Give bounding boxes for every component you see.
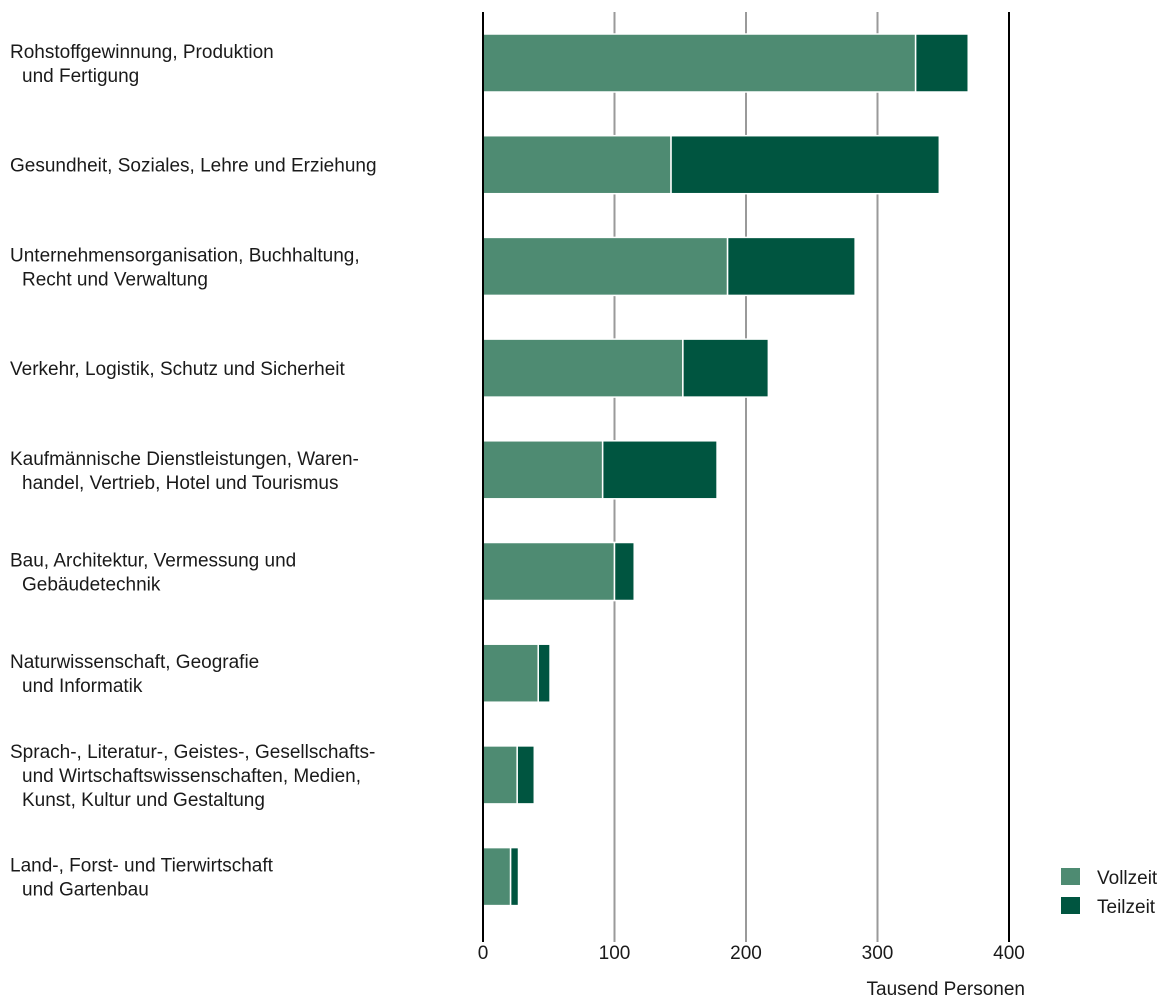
bar-teilzeit	[683, 339, 768, 397]
bar-vollzeit	[483, 441, 603, 499]
x-tick-label: 0	[478, 943, 489, 964]
bar-teilzeit	[538, 644, 550, 702]
category-label: Verkehr, Logistik, Schutz und Sicherheit	[10, 359, 346, 380]
category-label: Land-, Forst- und Tierwirtschaft und Gart…	[10, 856, 274, 901]
bar-vollzeit	[483, 237, 728, 295]
bar-vollzeit	[483, 746, 517, 804]
category-label: Rohstoffgewinnung, Produktion und Fertigu…	[10, 42, 274, 87]
category-labels: Rohstoffgewinnung, Produktion und Fertigu…	[10, 42, 377, 901]
bar-vollzeit	[483, 644, 538, 702]
x-axis-title: Tausend Personen	[867, 979, 1025, 1000]
legend-swatch-vollzeit	[1061, 868, 1080, 885]
category-label: Sprach-, Literatur-, Geistes-, Gesellsch…	[10, 742, 375, 811]
legend-label-vollzeit: Vollzeit	[1097, 868, 1158, 889]
bar-teilzeit	[603, 441, 717, 499]
bars	[483, 34, 968, 906]
bar-teilzeit	[615, 543, 635, 601]
bar-teilzeit	[671, 136, 939, 194]
category-label: Gesundheit, Soziales, Lehre und Erziehun…	[10, 156, 377, 177]
category-label: Naturwissenschaft, Geografie und Informat…	[10, 652, 259, 697]
bar-vollzeit	[483, 848, 511, 906]
tick-labels: 0 100 200 300 400	[478, 943, 1025, 964]
bar-vollzeit	[483, 339, 683, 397]
x-tick-label: 400	[993, 943, 1025, 964]
legend-swatch-teilzeit	[1061, 897, 1080, 914]
bar-teilzeit	[916, 34, 969, 92]
bar-vollzeit	[483, 136, 671, 194]
legend-label-teilzeit: Teilzeit	[1097, 897, 1156, 918]
category-label: Bau, Architektur, Vermessung und Gebäudet…	[10, 551, 296, 596]
bar-teilzeit	[728, 237, 856, 295]
x-tick-label: 300	[862, 943, 894, 964]
x-tick-label: 200	[730, 943, 762, 964]
bar-teilzeit	[511, 848, 519, 906]
bar-teilzeit	[517, 746, 534, 804]
bar-vollzeit	[483, 34, 916, 92]
x-tick-label: 100	[599, 943, 631, 964]
category-label: Kaufmännische Dienstleistungen, Waren-ha…	[10, 449, 359, 494]
category-label: Unternehmensorganisation, Buchhaltung, Re…	[10, 245, 360, 290]
legend: Vollzeit Teilzeit	[1061, 868, 1158, 918]
bar-vollzeit	[483, 543, 615, 601]
